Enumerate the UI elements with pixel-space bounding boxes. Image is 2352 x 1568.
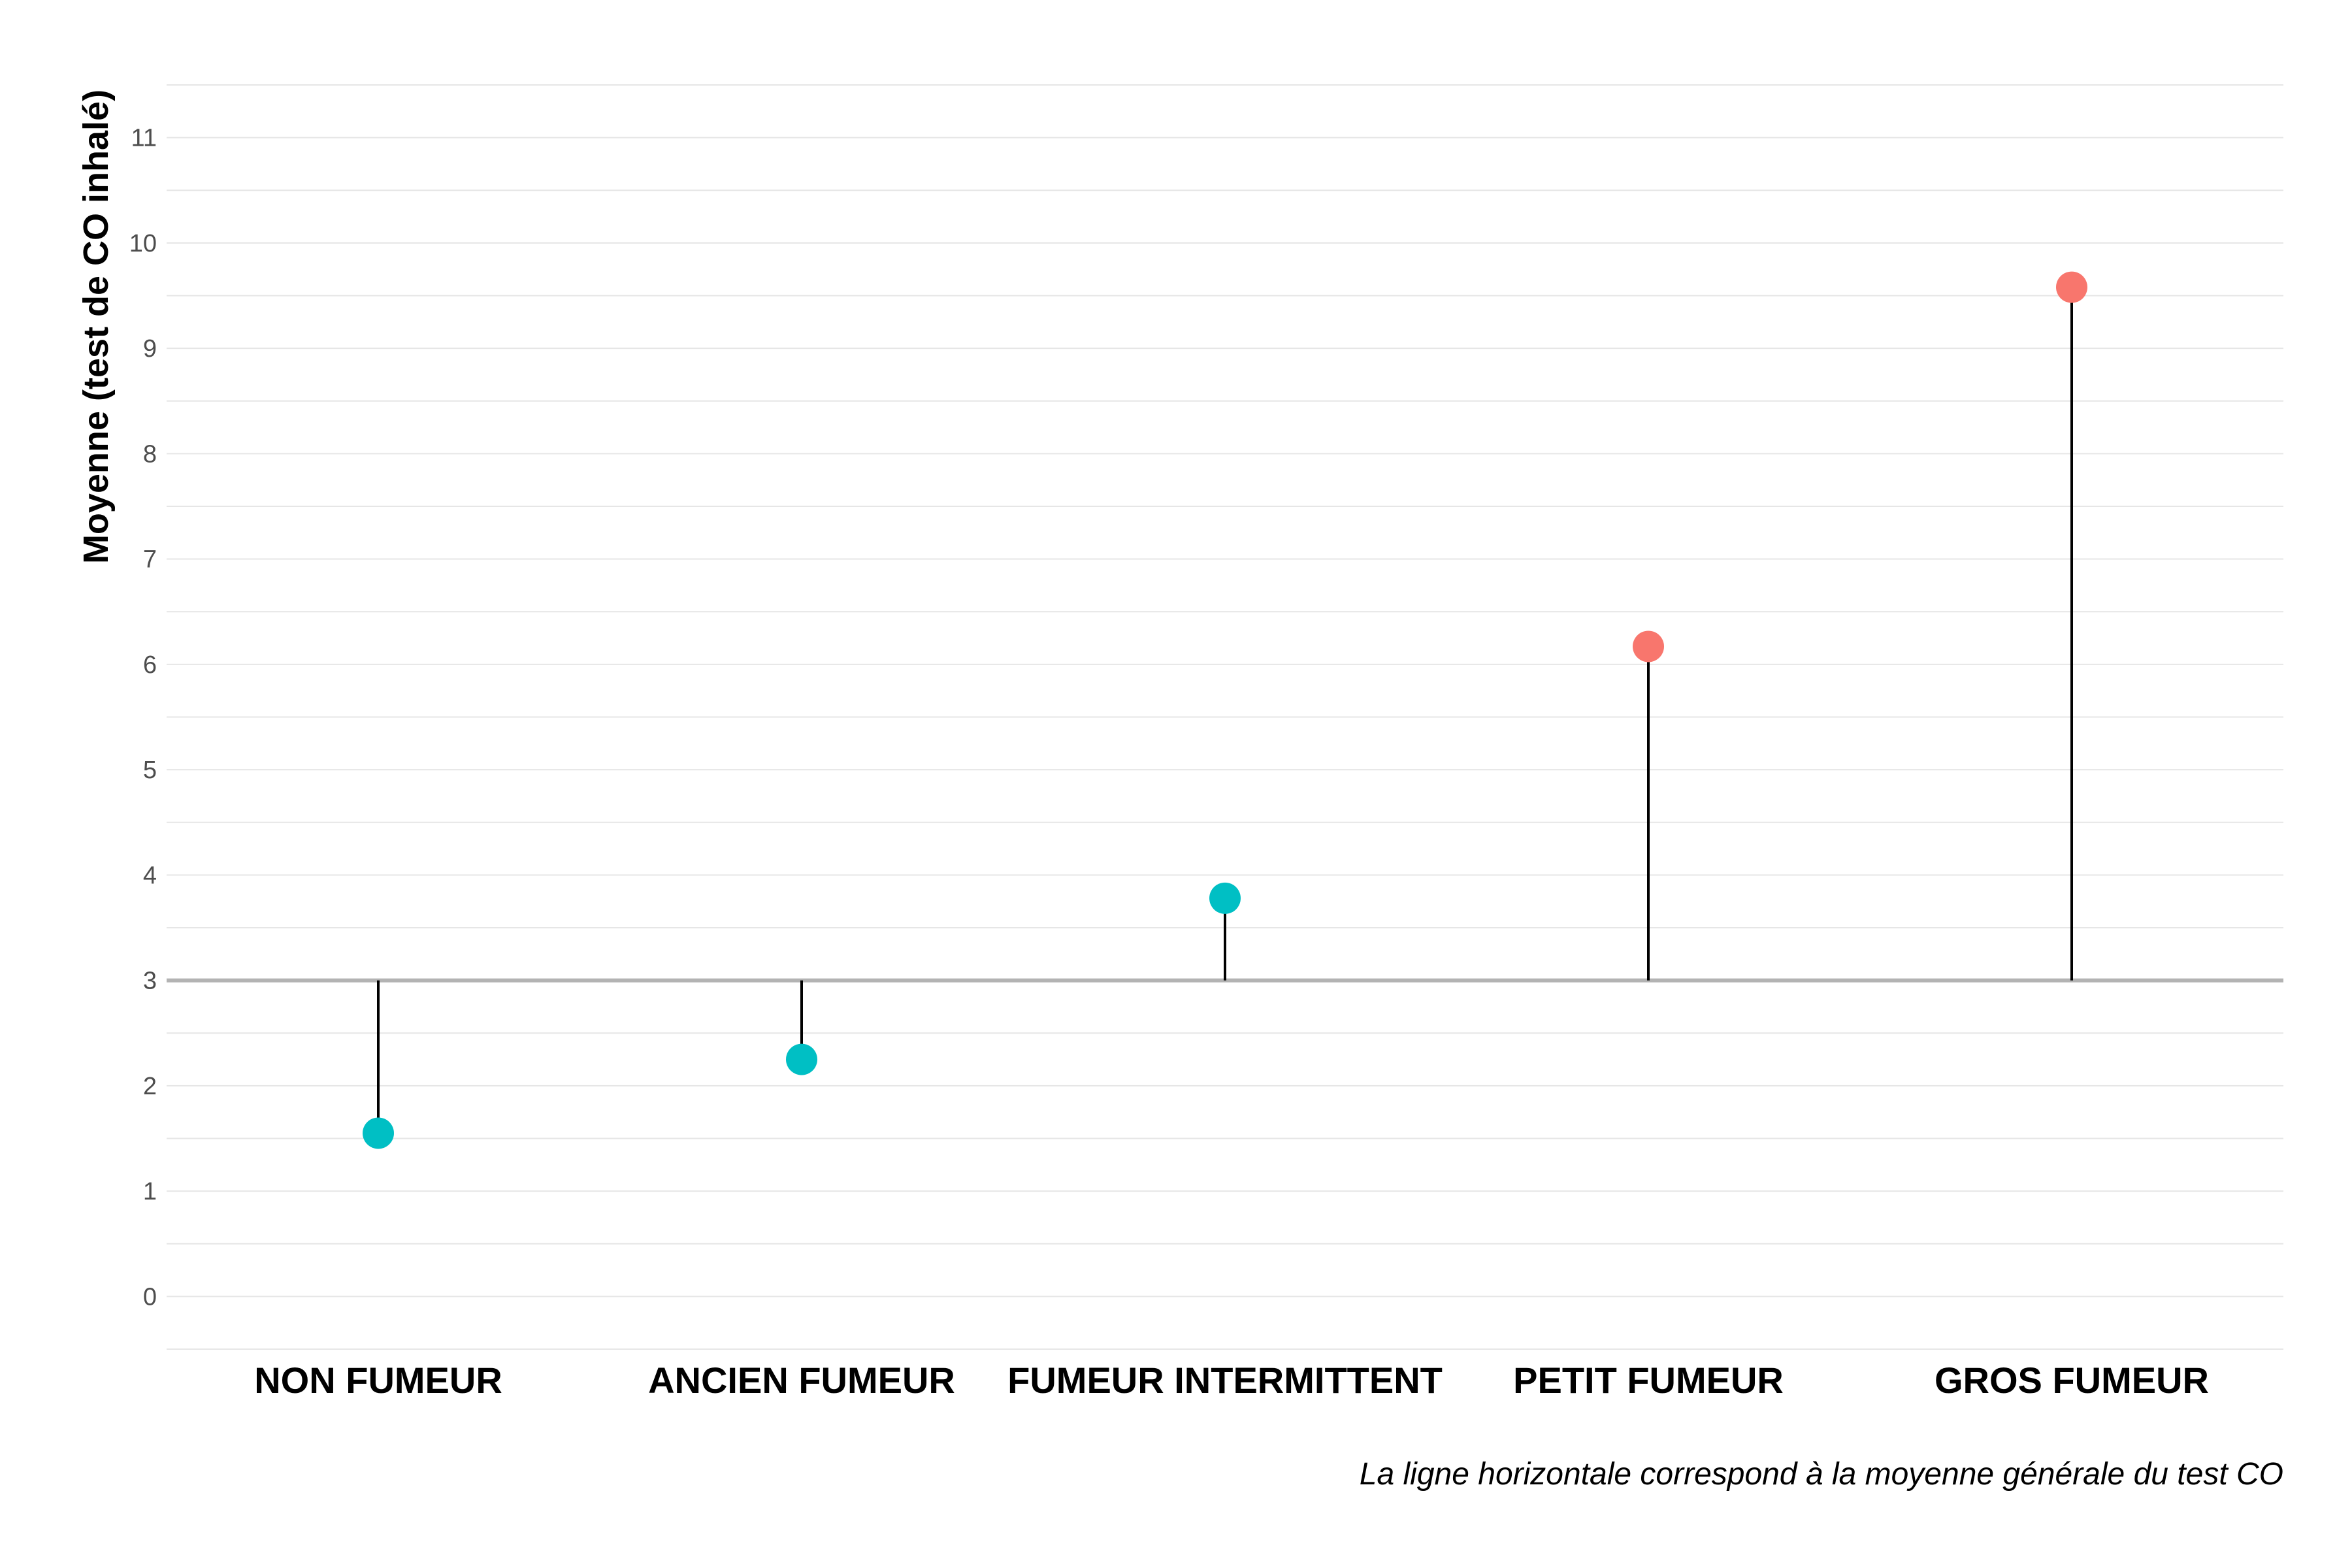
- x-category-label: FUMEUR INTERMITTENT: [1007, 1360, 1443, 1401]
- y-tick-label: 2: [143, 1073, 157, 1100]
- y-tick-label: 6: [143, 651, 157, 679]
- lollipop-point: [2056, 271, 2087, 303]
- points: [363, 271, 2087, 1149]
- x-category-label: ANCIEN FUMEUR: [648, 1360, 955, 1401]
- lollipop-point: [363, 1117, 394, 1149]
- lollipop-point: [1209, 882, 1241, 914]
- lollipop-point: [786, 1043, 817, 1075]
- grid-lines: [167, 84, 2283, 1350]
- x-category-label: NON FUMEUR: [254, 1360, 502, 1401]
- x-category-label: PETIT FUMEUR: [1513, 1360, 1784, 1401]
- y-tick-label: 8: [143, 440, 157, 468]
- chart-caption: La ligne horizontale correspond à la moy…: [1360, 1457, 2283, 1492]
- x-category-label: GROS FUMEUR: [1935, 1360, 2209, 1401]
- stems: [377, 287, 2073, 1134]
- y-tick-label: 11: [131, 125, 157, 152]
- y-tick-label: 9: [143, 335, 157, 363]
- y-tick-label: 10: [129, 230, 157, 257]
- y-tick-label: 5: [143, 757, 157, 784]
- y-tick-label: 1: [143, 1178, 157, 1205]
- x-category-labels: NON FUMEUR ANCIEN FUMEUR FUMEUR INTERMITTE…: [254, 1360, 2209, 1401]
- lollipop-point: [1633, 630, 1664, 662]
- y-tick-label: 4: [143, 862, 157, 889]
- y-tick-label: 7: [143, 546, 157, 574]
- y-tick-label: 3: [143, 968, 157, 995]
- y-axis-title: Moyenne (test de CO inhalé): [76, 90, 116, 564]
- y-tick-labels: 0 1 2 3 4 5 6 7 8 9 10 11: [129, 125, 157, 1311]
- y-tick-label: 0: [143, 1283, 157, 1311]
